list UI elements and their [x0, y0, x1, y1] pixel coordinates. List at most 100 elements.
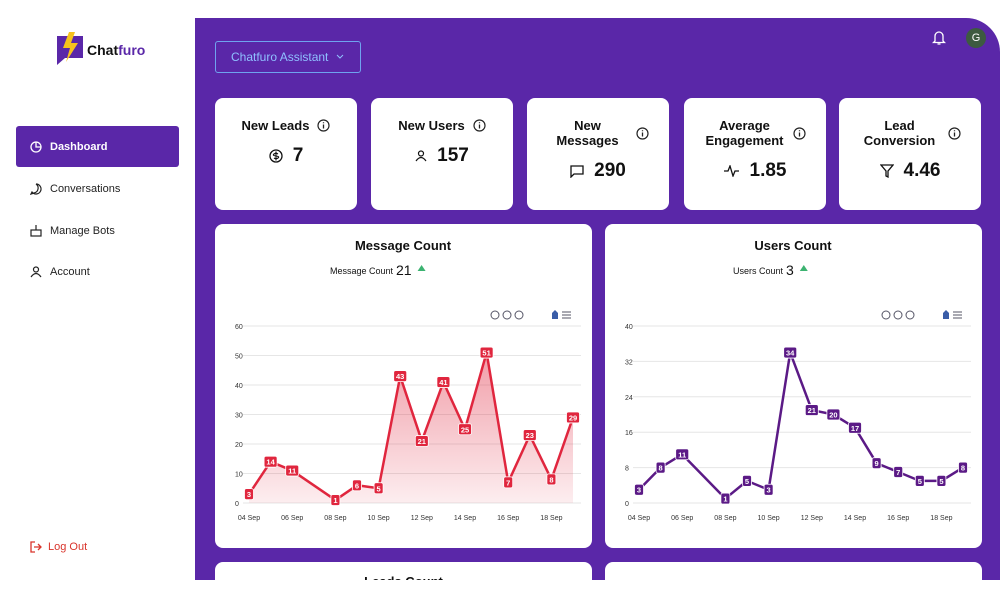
x-tick-label: 08 Sep: [714, 515, 736, 522]
assistant-label: Chatfuro Assistant: [231, 50, 329, 64]
icon: [723, 165, 739, 177]
summary-label: Users Count: [733, 266, 784, 276]
point-marker: [522, 429, 537, 442]
stat-card: Average Engagement 1.85: [684, 98, 826, 210]
x-tick-label: 16 Sep: [887, 515, 909, 522]
x-tick-label: 10 Sep: [368, 515, 390, 522]
stat-value-row: 4.46: [839, 160, 981, 182]
icon: [269, 149, 283, 163]
data-label: 41: [439, 378, 447, 387]
point-marker: [871, 457, 882, 470]
point-marker: [720, 492, 731, 505]
point-marker: [848, 421, 862, 434]
main-panel: Chatfuro Assistant G New Leads 7 New Users…: [195, 18, 1000, 602]
toolbar-icon: [953, 311, 962, 319]
point-marker: [330, 494, 341, 506]
point-marker: [373, 482, 384, 495]
logo-icon: [57, 32, 83, 65]
assistant-select[interactable]: Chatfuro Assistant: [215, 41, 361, 73]
data-label: 21: [418, 437, 426, 446]
bell[interactable]: [932, 30, 946, 46]
point-marker: [352, 479, 362, 492]
toolbar-icon: [881, 310, 891, 320]
x-tick-label: 08 Sep: [324, 515, 346, 522]
y-tick-label: 8: [625, 466, 629, 473]
y-tick-label: 0: [235, 501, 239, 508]
chart-title: Message Count: [355, 238, 452, 253]
info-icon: [947, 126, 961, 140]
data-label: 5: [745, 477, 749, 486]
data-label: 1: [333, 496, 337, 505]
data-label: 25: [461, 425, 469, 434]
stat-label-row: New Messages: [527, 118, 669, 148]
point-marker: [393, 370, 408, 383]
stat-card: New Users 157: [371, 98, 513, 210]
data-label: 5: [939, 477, 943, 486]
y-tick-label: 24: [625, 395, 633, 402]
info-icon: [635, 126, 649, 140]
brand-second: furo: [118, 42, 146, 58]
toolbar-icon: [552, 310, 558, 319]
y-tick-label: 20: [235, 442, 243, 449]
toolbar-icon: [502, 310, 512, 320]
x-tick-label: 12 Sep: [411, 515, 433, 522]
x-tick-label: 14 Sep: [454, 515, 476, 522]
point-marker: [936, 474, 947, 487]
y-tick-label: 40: [625, 324, 633, 331]
point-marker: [742, 474, 752, 487]
icon: [30, 140, 42, 153]
point-marker: [826, 408, 841, 421]
point-marker: [634, 483, 644, 496]
nav-item[interactable]: Conversations: [16, 168, 179, 209]
point-marker: [503, 476, 514, 489]
point-marker: [285, 464, 300, 477]
logout[interactable]: Log Out: [30, 541, 87, 553]
brand: Chatfuro: [87, 42, 145, 58]
data-label: 34: [786, 349, 795, 358]
point-marker: [804, 404, 819, 416]
data-label: 11: [288, 467, 296, 476]
y-tick-label: 32: [625, 359, 633, 366]
data-label: 1: [723, 495, 727, 504]
stat-label: New Users: [398, 118, 465, 133]
stat-value: 4.46: [903, 160, 941, 181]
point-marker: [783, 346, 798, 359]
chevron: [337, 54, 344, 59]
stat-label-row: New Leads: [215, 118, 357, 133]
bottom-mask: [195, 580, 1000, 600]
y-tick-label: 0: [625, 501, 629, 508]
icon: [30, 265, 42, 277]
data-label: 23: [526, 431, 534, 440]
avatar[interactable]: G: [966, 28, 986, 48]
line: [638, 351, 964, 500]
point-marker: [479, 346, 494, 359]
icon: [30, 541, 42, 553]
x-tick-label: 06 Sep: [281, 515, 303, 522]
point-marker: [958, 461, 968, 474]
stat-label: Average Engagement: [705, 118, 784, 148]
stat-card: New Messages 290: [527, 98, 669, 210]
data-label: 7: [896, 468, 900, 477]
point-marker: [566, 411, 580, 424]
stat-card: New Leads 7: [215, 98, 357, 210]
data-label: 8: [659, 464, 663, 473]
data-label: 21: [808, 406, 816, 415]
nav-item[interactable]: Account: [16, 251, 179, 292]
toolbar-icon: [514, 310, 524, 320]
data-label: 8: [961, 464, 965, 473]
x-tick-label: 18 Sep: [930, 515, 952, 522]
stat-label: Lead Conversion: [863, 118, 936, 148]
stat-value: 1.85: [749, 160, 787, 181]
stat-label-row: Average Engagement: [684, 118, 826, 148]
x-tick-label: 04 Sep: [628, 515, 650, 522]
stat-value-row: 157: [371, 145, 513, 167]
data-label: 7: [506, 478, 510, 487]
data-label: 8: [549, 475, 553, 484]
data-label: 3: [767, 486, 771, 495]
nav-item[interactable]: Manage Bots: [16, 210, 179, 251]
y-tick-label: 50: [235, 354, 243, 361]
nav-item[interactable]: Dashboard: [16, 126, 179, 167]
stat-label-row: Lead Conversion: [839, 118, 981, 148]
x-tick-label: 10 Sep: [758, 515, 780, 522]
